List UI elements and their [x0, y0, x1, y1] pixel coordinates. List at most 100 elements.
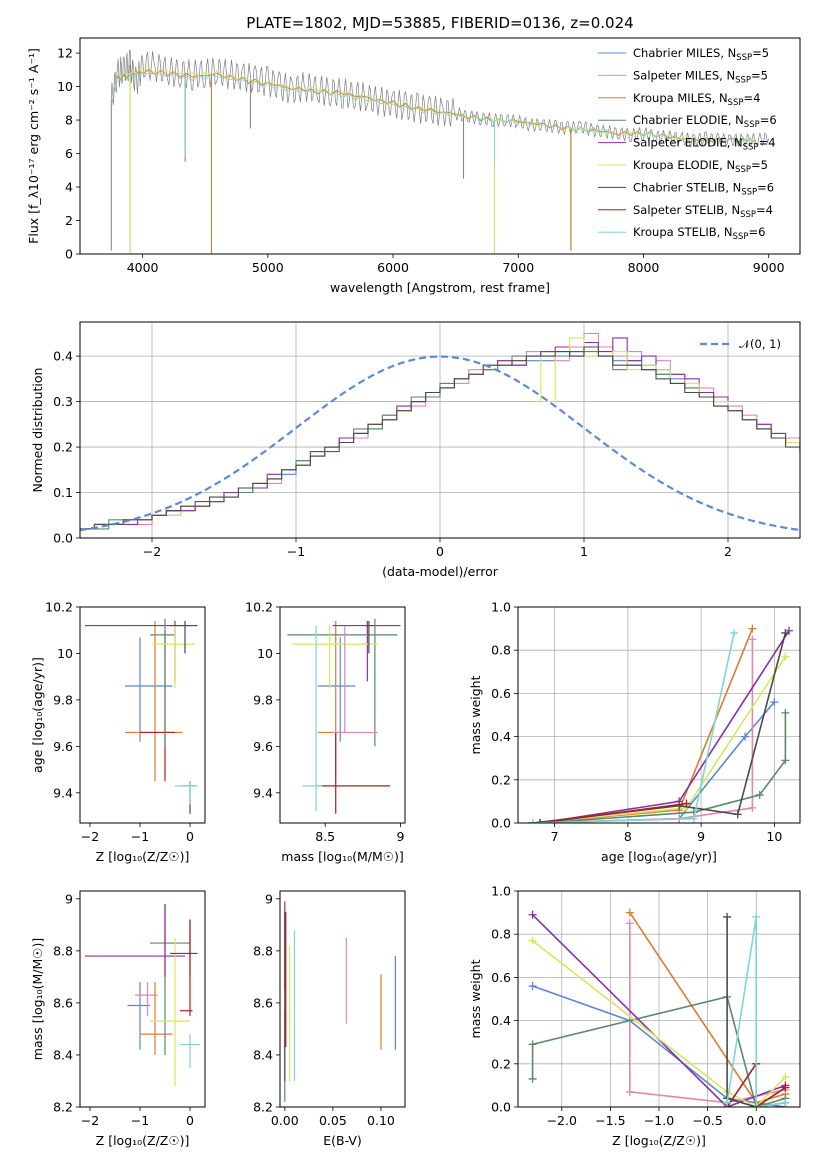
weight-line-orange — [532, 628, 754, 823]
spectrum-line-gray — [110, 49, 770, 148]
weight-marker — [528, 982, 537, 991]
weight-marker — [781, 756, 790, 765]
legend-label: Chabrier MILES, NSSP=5 — [633, 46, 769, 63]
y-tick-label: 8.2 — [253, 1100, 273, 1115]
y-tick-label: 0.4 — [491, 1013, 511, 1028]
weight-marker — [528, 1074, 537, 1083]
x-tick-label: 9 — [697, 829, 705, 844]
figure-title: PLATE=1802, MJD=53885, FIBERID=0136, z=0… — [246, 14, 633, 32]
normal-curve — [80, 355, 800, 532]
y-axis-label: Flux [f_λ10⁻¹⁷ erg cm⁻² s⁻¹ A⁻¹] — [26, 48, 41, 244]
weight-marker — [781, 628, 790, 637]
weight-marker — [625, 919, 634, 928]
weight-marker — [535, 819, 544, 823]
panel-mass-vs-EBV: 0.00 0.05 0.10 8.2 8.4 8.6 8.8 9 E(B-V) — [253, 890, 406, 1148]
x-tick-label: 0.05 — [319, 1113, 347, 1128]
y-tick-label: 0.2 — [491, 1056, 511, 1071]
x-tick-label: −0.5 — [692, 1113, 722, 1128]
y-tick-label: 0 — [65, 247, 73, 262]
weight-marker — [741, 732, 750, 741]
y-tick-label: 12 — [57, 46, 73, 61]
y-tick-label: 6 — [65, 146, 73, 161]
axes-frame — [79, 890, 206, 1108]
plot-area — [85, 904, 200, 1087]
histogram-blue — [80, 351, 800, 530]
x-tick-label: −2.0 — [547, 1113, 577, 1128]
weight-marker — [781, 1083, 790, 1092]
x-tick-label: −1.0 — [644, 1113, 674, 1128]
x-tick-label: −1 — [131, 829, 149, 844]
plot-area — [284, 901, 396, 1102]
weight-marker — [689, 814, 698, 823]
weight-line-yellow — [532, 940, 786, 1107]
weight-marker — [781, 652, 790, 661]
x-axis-label: age [log₁₀(age/yr)] — [601, 849, 717, 864]
legend-label: Chabrier STELIB, NSSP=6 — [633, 180, 774, 197]
x-tick-label: 7 — [551, 829, 559, 844]
weight-marker — [748, 624, 757, 633]
weight-marker — [781, 1072, 790, 1081]
y-tick-label: 10 — [257, 646, 273, 661]
weight-marker — [723, 912, 732, 921]
y-tick-label: 8.6 — [253, 995, 273, 1010]
x-axis-label: mass [log₁₀(M/M☉)] — [281, 849, 403, 864]
y-tick-label: 10 — [57, 646, 73, 661]
plot-area — [85, 618, 198, 814]
x-axis-label: Z [log₁₀(Z/Z☉)] — [96, 849, 190, 864]
x-axis-label: Z [log₁₀(Z/Z☉)] — [96, 1133, 190, 1148]
weight-marker — [781, 708, 790, 717]
y-tick-label: 10.2 — [245, 600, 273, 615]
weight-marker — [625, 908, 634, 917]
weight-marker — [781, 1098, 790, 1107]
x-tick-label: 0.10 — [367, 1113, 395, 1128]
y-axis-label: mass [log₁₀(M/M☉)] — [30, 938, 45, 1060]
panel-age-vs-Z: −2 −1 0 9.4 9.6 9.8 10 10.2 Z [log₁₀(Z/Z☉)] age [… — [30, 600, 206, 864]
panel-mass-weight-vs-age: 7 8 9 10 0.0 0.2 0.4 0.6 0.8 1.0 age [log₁₀(age/yr… — [468, 600, 801, 864]
weight-marker — [625, 1087, 634, 1096]
legend-label: Kroupa MILES, NSSP=4 — [633, 91, 760, 108]
weight-marker — [752, 912, 761, 921]
histogram-yellow — [80, 337, 800, 530]
x-tick-label: 10 — [766, 829, 782, 844]
plot-area — [80, 332, 800, 532]
legend-label: Kroupa ELODIE, NSSP=5 — [633, 158, 768, 175]
x-tick-label: 1 — [580, 544, 588, 559]
y-tick-label: 0.2 — [491, 772, 511, 787]
y-tick-label: 0.0 — [491, 1100, 511, 1115]
legend-label: Kroupa STELIB, NSSP=6 — [633, 225, 765, 242]
panel-spectrum: 4000 5000 6000 7000 8000 9000 0 2 4 6 8 10 12 wavelen… — [26, 37, 801, 295]
y-tick-label: 1.0 — [491, 884, 511, 899]
x-tick-label: 0 — [186, 829, 194, 844]
y-tick-label: 8.8 — [53, 943, 73, 958]
y-axis-label: age [log₁₀(age/yr)] — [30, 657, 45, 773]
weight-marker — [733, 810, 742, 819]
plot-area — [287, 618, 401, 814]
y-tick-label: 9.8 — [253, 692, 273, 707]
x-tick-label: −1 — [131, 1113, 149, 1128]
weight-marker — [752, 1103, 761, 1107]
y-tick-label: 9.6 — [253, 739, 273, 754]
weight-line-purple — [532, 914, 786, 1107]
x-tick-label: 2 — [724, 544, 732, 559]
weight-marker — [770, 698, 779, 707]
y-tick-label: 10.2 — [45, 600, 73, 615]
legend-label: Salpeter STELIB, NSSP=4 — [633, 203, 773, 220]
weight-line-pink — [532, 639, 754, 823]
y-tick-label: 8.6 — [53, 995, 73, 1010]
x-tick-label: 9 — [397, 829, 405, 844]
x-axis-label: (data-model)/error — [382, 564, 499, 579]
weight-marker — [528, 910, 537, 919]
y-tick-label: 0.8 — [491, 927, 511, 942]
legend-label: Salpeter MILES, NSSP=5 — [633, 68, 768, 85]
histogram-pink — [80, 332, 800, 530]
panel-mass-vs-Z: −2 −1 0 8.2 8.4 8.6 8.8 9 Z [log₁₀(Z/Z☉)] mass [l… — [30, 890, 206, 1148]
legend-label: 𝒩(0, 1) — [739, 337, 781, 351]
y-tick-label: 4 — [65, 180, 73, 195]
x-tick-label: −2 — [81, 829, 99, 844]
x-tick-label: 6000 — [377, 260, 409, 275]
histogram-green — [80, 351, 800, 530]
axes-frame — [79, 37, 801, 255]
plot-area — [528, 908, 790, 1107]
y-tick-label: 8.8 — [253, 943, 273, 958]
y-tick-label: 0.4 — [491, 729, 511, 744]
